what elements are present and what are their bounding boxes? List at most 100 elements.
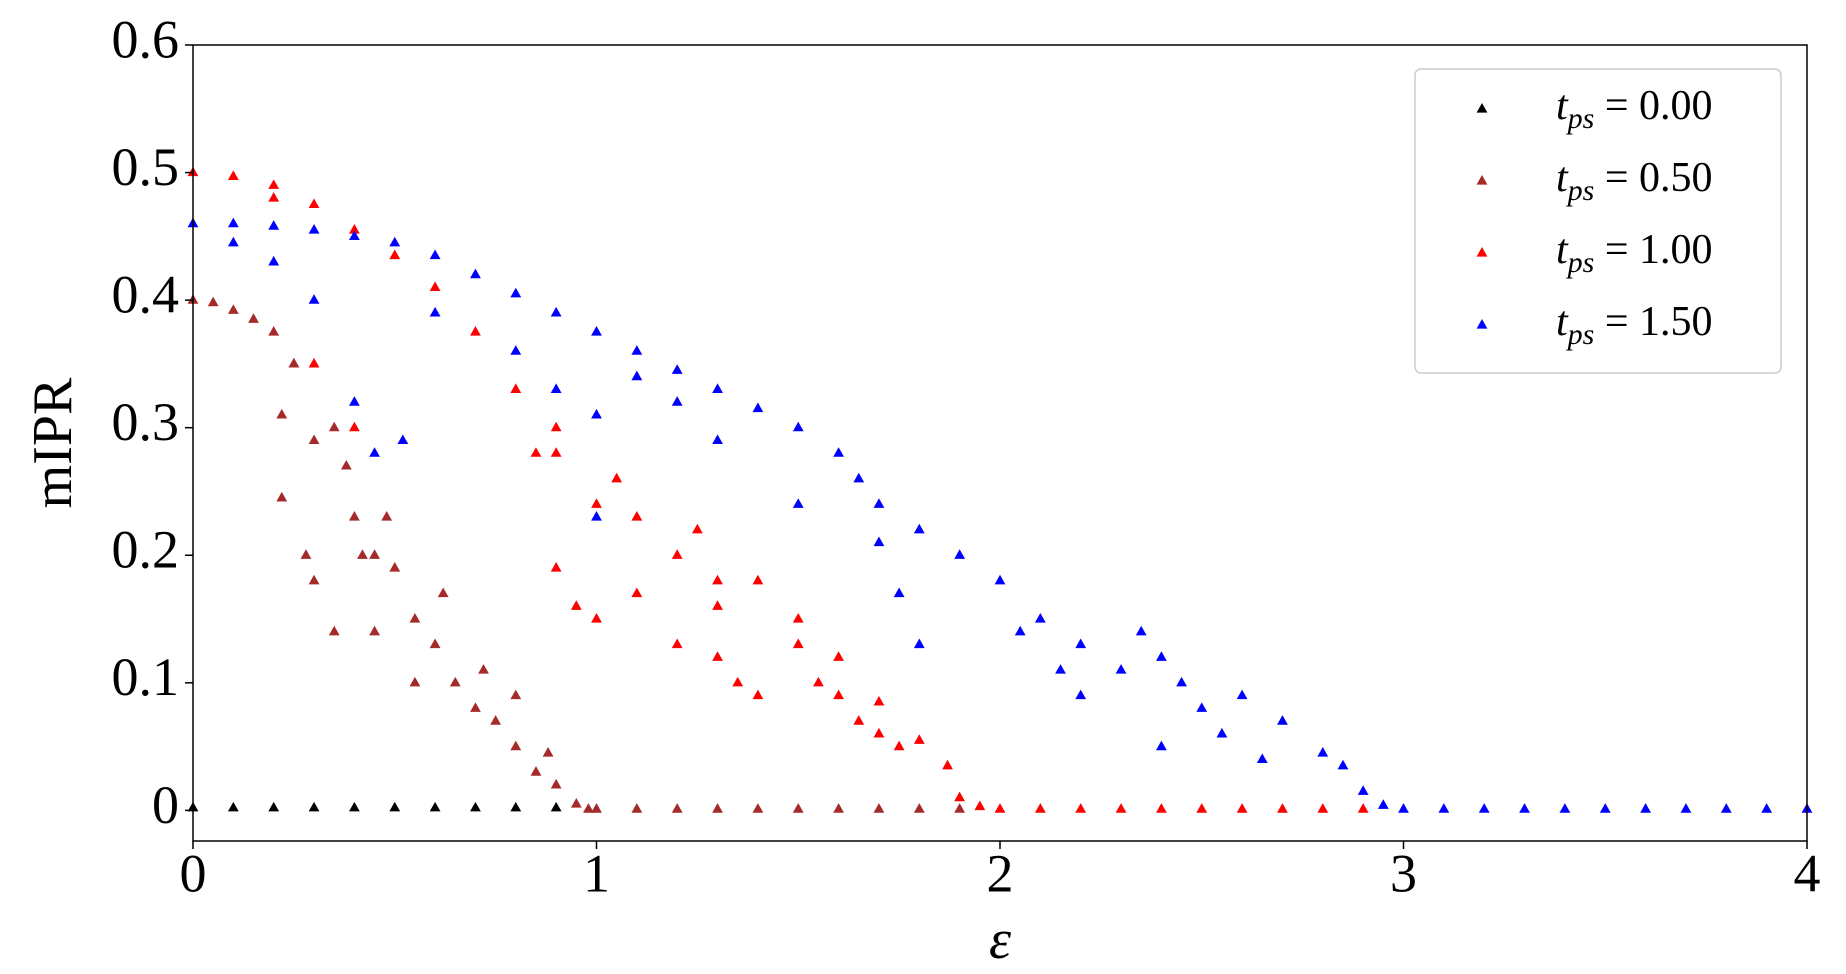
point [712, 383, 723, 394]
point [308, 434, 320, 445]
point [1236, 689, 1248, 700]
point [1256, 753, 1268, 763]
legend-box [1414, 68, 1782, 374]
point [954, 803, 966, 813]
point [1176, 676, 1187, 687]
point [631, 803, 643, 813]
point [227, 217, 239, 228]
x-tick-label: 4 [1794, 843, 1821, 903]
point [1216, 727, 1228, 738]
legend-marker [1476, 319, 1488, 329]
point [591, 326, 602, 336]
point [268, 192, 280, 202]
point [833, 447, 844, 457]
point [349, 510, 360, 521]
point [308, 357, 320, 368]
point [833, 651, 844, 661]
y-tick-label: 0.2 [112, 520, 180, 580]
point [268, 179, 280, 189]
point [369, 625, 380, 636]
point [813, 676, 824, 687]
point [268, 220, 280, 230]
point [570, 798, 582, 808]
point [853, 715, 865, 725]
point [510, 287, 522, 298]
point [308, 294, 320, 304]
legend-marker [1476, 247, 1488, 257]
point [357, 549, 368, 559]
point [671, 364, 683, 374]
point [732, 676, 744, 687]
point [591, 498, 602, 508]
point [792, 421, 804, 432]
point [1115, 664, 1127, 674]
point [994, 574, 1006, 585]
point [550, 306, 562, 317]
point [873, 695, 885, 706]
point [389, 236, 401, 247]
y-tick-label: 0.5 [112, 137, 180, 197]
point [873, 727, 885, 738]
y-tick-label: 0 [152, 775, 179, 835]
point [550, 778, 562, 789]
point [478, 664, 489, 674]
point [913, 638, 925, 649]
legend-marker [1476, 175, 1488, 185]
point [550, 421, 562, 432]
point [1196, 702, 1208, 712]
point [429, 638, 441, 649]
point [389, 801, 401, 812]
point [591, 408, 602, 419]
point [893, 740, 905, 751]
point [913, 734, 925, 744]
point [276, 491, 288, 502]
point [227, 236, 239, 247]
point [429, 281, 441, 291]
point [369, 549, 380, 559]
point [893, 587, 905, 598]
point [510, 740, 522, 751]
point [1075, 689, 1087, 700]
point [712, 803, 723, 813]
point [1277, 803, 1288, 813]
legend-marker [1476, 103, 1488, 113]
point [207, 296, 219, 307]
legend-label: tps = 1.00 [1556, 227, 1713, 279]
point [542, 746, 554, 757]
point [873, 498, 885, 508]
point [1720, 803, 1732, 813]
point [1156, 803, 1167, 813]
point [631, 587, 643, 598]
point [328, 421, 340, 432]
point [752, 803, 764, 813]
point [1438, 803, 1450, 813]
point [490, 715, 502, 725]
point [550, 447, 562, 457]
point [268, 255, 280, 266]
point [1337, 759, 1349, 770]
point [1680, 803, 1692, 813]
point [369, 447, 380, 457]
point [691, 523, 703, 534]
point [349, 801, 360, 812]
point [308, 198, 320, 209]
marks [187, 166, 1813, 813]
point [308, 223, 320, 234]
x-tick-label: 3 [1390, 843, 1417, 903]
point [470, 702, 481, 712]
point [671, 549, 683, 559]
point [853, 472, 865, 483]
point [381, 510, 393, 521]
point [591, 613, 602, 623]
point [1377, 799, 1389, 809]
point [510, 383, 522, 394]
point [397, 434, 409, 445]
point [583, 803, 594, 813]
point [437, 587, 449, 598]
point [530, 766, 542, 776]
point [1317, 803, 1329, 813]
y-tick-label: 0.6 [112, 9, 180, 69]
point [1519, 803, 1530, 813]
y-axis-label: mIPR [22, 377, 84, 508]
x-axis-label: ε [989, 909, 1012, 971]
